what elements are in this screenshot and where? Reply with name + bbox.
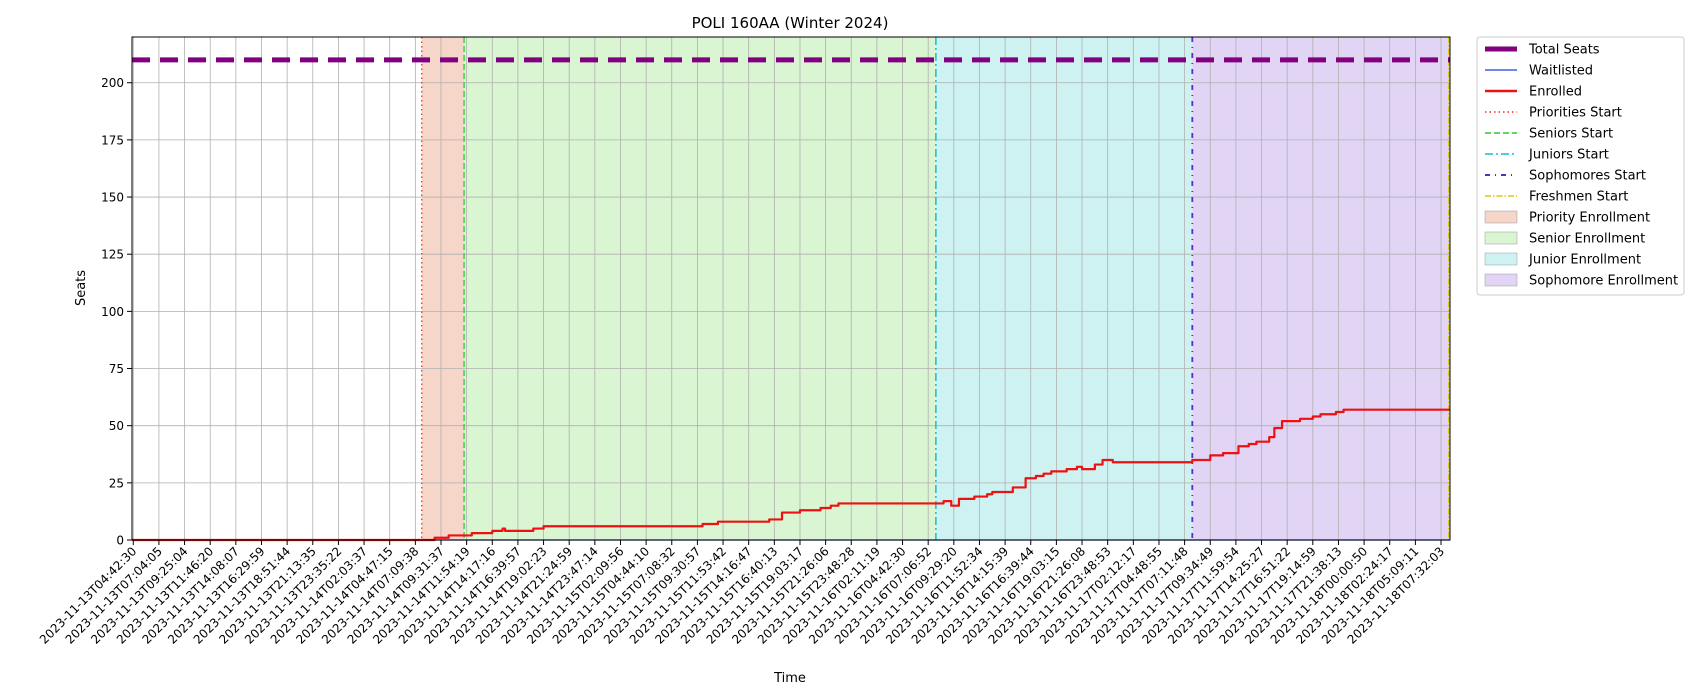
y-tick-label: 100	[101, 305, 124, 319]
y-tick-label: 125	[101, 248, 124, 262]
legend-swatch-senior-enrollment	[1484, 231, 1518, 245]
band-sophomore-enrollment	[1192, 37, 1450, 540]
legend-label-sophomores-start: Sophomores Start	[1529, 169, 1646, 184]
band-senior-enrollment	[464, 37, 936, 540]
legend-swatch-priority-enrollment	[1484, 210, 1518, 224]
legend: Total Seats Waitlisted Enrolled Priorities …	[1476, 36, 1685, 296]
y-axis-label: Seats	[74, 270, 89, 306]
legend-label-enrolled: Enrolled	[1529, 85, 1582, 100]
legend-label-juniors-start: Juniors Start	[1528, 148, 1609, 163]
legend-label-waitlisted: Waitlisted	[1529, 64, 1593, 79]
plot-area: 02550751001251501752002023-11-13T04:42:3…	[37, 36, 1451, 647]
series-enrolled	[132, 408, 1450, 542]
y-tick-label: 75	[109, 362, 124, 376]
y-tick-label: 150	[101, 191, 124, 205]
legend-label-seniors-start: Seniors Start	[1529, 127, 1613, 142]
legend-label-sophomore-enrollment: Sophomore Enrollment	[1529, 274, 1678, 289]
band-junior-enrollment	[935, 37, 1193, 540]
y-tick-label: 25	[109, 476, 124, 490]
legend-box	[1476, 36, 1685, 296]
axes-frame	[131, 36, 1451, 541]
y-tick-label: 50	[109, 419, 124, 433]
chart-title: POLI 160AA (Winter 2024)	[692, 14, 889, 32]
legend-label-senior-enrollment: Senior Enrollment	[1529, 232, 1645, 247]
legend-swatch-sophomore-enrollment	[1484, 273, 1518, 287]
legend-label-total-seats: Total Seats	[1528, 43, 1600, 58]
legend-label-priority-enrollment: Priority Enrollment	[1529, 211, 1650, 226]
legend-label-priorities-start: Priorities Start	[1529, 106, 1622, 121]
legend-swatch-junior-enrollment	[1484, 252, 1518, 266]
y-tick-label: 0	[116, 534, 124, 548]
legend-label-junior-enrollment: Junior Enrollment	[1528, 253, 1641, 268]
band-priority-enrollment	[421, 37, 465, 540]
y-tick-label: 175	[101, 133, 124, 147]
y-tick-label: 200	[101, 76, 124, 90]
x-axis-label: Time	[773, 671, 806, 686]
legend-label-freshmen-start: Freshmen Start	[1529, 190, 1628, 205]
